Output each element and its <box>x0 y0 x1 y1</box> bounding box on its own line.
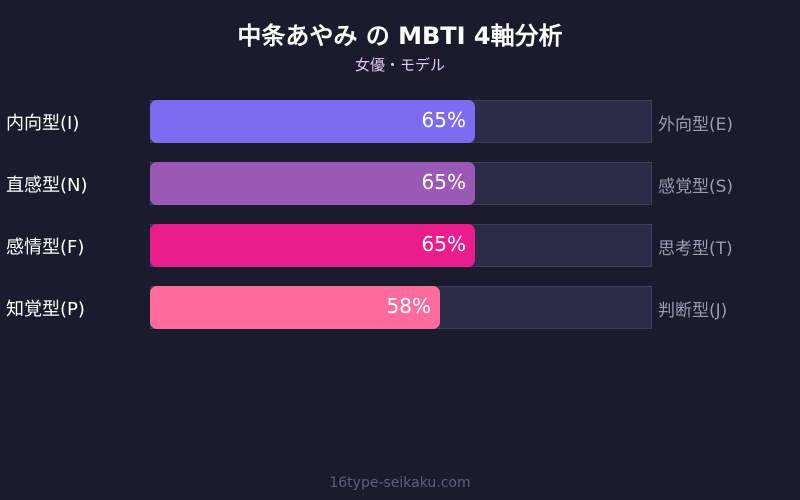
bar-row: 知覚型(P) 58% 判断型(J) <box>0 286 800 329</box>
right-label: 判断型(J) <box>658 301 728 321</box>
left-label: 内向型(I) <box>6 113 80 134</box>
bar-fill <box>150 286 440 329</box>
value-label: 65% <box>421 232 466 256</box>
bar-row: 感情型(F) 65% 思考型(T) <box>0 224 800 267</box>
left-label: 感情型(F) <box>6 237 85 258</box>
left-label: 直感型(N) <box>6 175 88 196</box>
bar-fill <box>150 162 475 205</box>
bar-fill <box>150 100 475 143</box>
right-label: 外向型(E) <box>658 115 734 135</box>
footer-site: 16type-seikaku.com <box>329 475 471 491</box>
bar-row: 内向型(I) 65% 外向型(E) <box>0 100 800 143</box>
chart-subtitle: 女優・モデル <box>354 56 445 74</box>
right-label: 感覚型(S) <box>658 177 734 197</box>
value-label: 65% <box>421 108 466 132</box>
value-label: 58% <box>386 294 431 318</box>
right-label: 思考型(T) <box>658 239 733 259</box>
chart-title: 中条あやみ の MBTI 4軸分析 <box>237 22 563 50</box>
bar-fill <box>150 224 475 267</box>
bar-row: 直感型(N) 65% 感覚型(S) <box>0 162 800 205</box>
left-label: 知覚型(P) <box>6 299 85 320</box>
value-label: 65% <box>421 170 466 194</box>
